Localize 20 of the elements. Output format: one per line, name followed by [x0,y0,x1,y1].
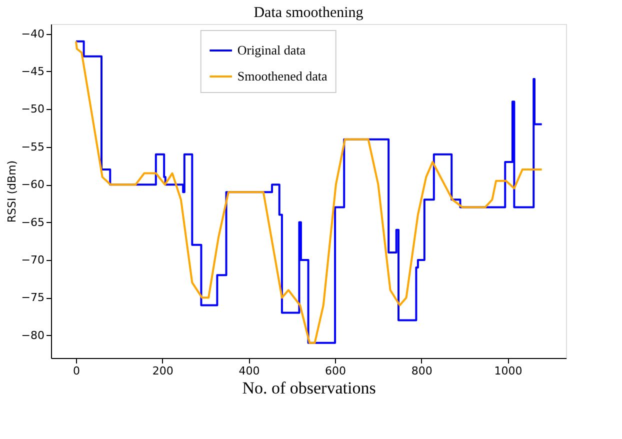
x-tick-label: 400 [238,364,260,378]
x-tick-label: 600 [325,364,346,378]
x-tick-label: 0 [73,364,80,378]
y-tick-label: −65 [21,216,44,229]
y-tick-label: −70 [21,253,44,266]
chart-title: Data smoothening [254,5,364,21]
x-tick-label: 1000 [494,364,522,378]
y-tick-label: −75 [21,291,44,304]
x-tick-label: 800 [411,364,432,378]
y-tick-label: −55 [21,140,44,154]
y-tick-label: −45 [21,65,44,78]
y-axis-title: RSSI (dBm) [5,160,18,223]
y-tick-label: −80 [21,328,44,342]
y-tick-label: −60 [21,178,44,192]
legend-label: Original data [237,42,306,58]
x-tick-label: 200 [152,364,174,378]
legend-label: Smoothened data [237,68,328,84]
y-tick-label: −50 [21,102,44,116]
y-tick-label: −40 [21,27,44,40]
x-axis-title: No. of observations [242,378,376,398]
